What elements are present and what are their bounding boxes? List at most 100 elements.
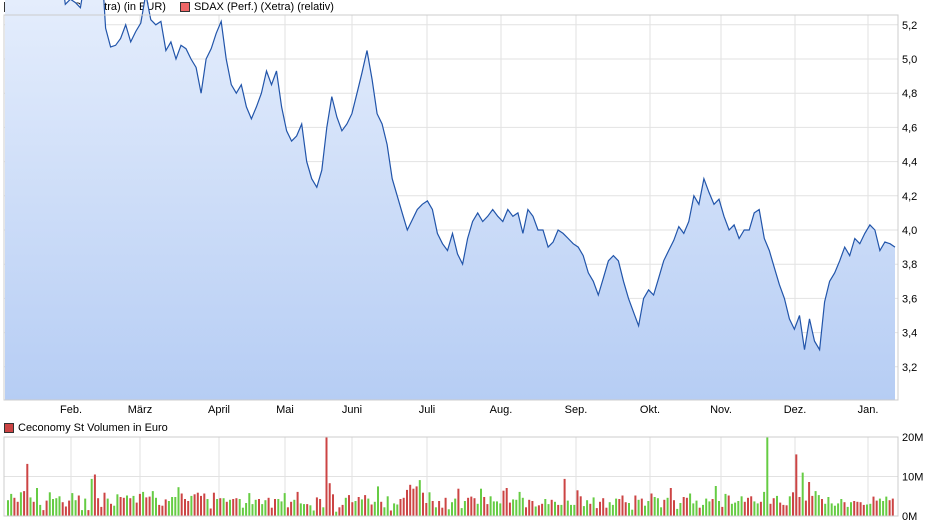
volume-bar [698,507,701,516]
volume-bar [383,507,386,516]
x-tick-label: Aug. [490,404,513,416]
volume-bar [48,492,51,516]
volume-bar [238,499,241,516]
volume-bar [853,501,856,516]
volume-bar [158,504,161,516]
volume-bar [338,507,341,516]
volume-bar [753,501,756,516]
volume-bar [402,497,405,516]
volume-bar [891,498,894,516]
volume-bar [460,508,463,516]
volume-bar [399,499,402,516]
volume-bar [290,501,293,516]
volume-bar [39,504,42,516]
volume-bar [882,501,885,516]
volume-bar [634,495,637,516]
volume-bar [866,504,868,516]
legend-index-label: SDAX (Perf.) (Xetra) (relativ) [193,1,334,13]
volume-bar [499,503,502,516]
volume-bar [280,501,283,516]
volume-bar [348,495,350,516]
volume-bar [110,503,112,516]
volume-bar [595,508,598,516]
volume-bar [190,495,193,516]
volume-bar [171,497,174,516]
volume-bars [7,437,894,517]
volume-bar [309,505,312,516]
y-tick-label: 4,6 [902,122,917,134]
volume-bar [830,503,833,516]
volume-bar [875,500,878,516]
volume-bar [377,486,379,516]
volume-bar [431,501,434,516]
volume-bar [135,502,138,516]
volume-bar [248,493,251,516]
volume-bar [274,499,276,516]
volume-bar [515,499,518,516]
volume-bar [113,505,116,516]
volume-bar [451,502,453,516]
volume-bar [859,502,862,516]
volume-bar [492,501,495,516]
volume-bar [483,497,486,516]
volume-bar [454,498,457,516]
price-line[interactable] [5,0,896,352]
volume-bar [782,504,785,516]
volume-bar [804,500,807,516]
volume-bar [283,493,286,516]
legend-item-volume[interactable]: Ceconomy St Volumen in Euro [4,422,168,434]
volume-bar [261,504,264,516]
volume-bar [508,502,511,516]
y-tick-label: 3,6 [902,293,917,305]
volume-bar [489,496,492,517]
volume-bar [615,498,618,516]
volume-bar [434,507,437,516]
volume-plot-frame [3,436,899,517]
volume-bar [579,496,582,517]
volume-bar [740,496,743,517]
volume-bar [380,501,383,516]
volume-bar [299,503,302,516]
volume-bar [872,496,875,516]
volume-bar [814,491,817,516]
volume-bar [235,498,238,516]
volume-bar [245,503,248,516]
volume-bar [389,510,392,516]
volume-bar [534,506,537,516]
y-tick-label: 4,8 [902,88,917,100]
volume-bar [286,507,289,516]
volume-bar [669,488,672,516]
volume-bar [856,501,859,516]
volume-bar [837,503,840,516]
volume-bar [750,496,753,517]
volume-bar [306,504,309,516]
volume-bar [824,503,827,516]
volume-bar [203,493,206,516]
volume-bar [743,501,746,516]
volume-bar [55,498,58,516]
volume-bar [167,501,170,516]
volume-bar [370,504,373,516]
volume-bar [10,493,13,516]
y-tick-label: 5,2 [902,20,917,32]
volume-bar [393,503,396,516]
volume-bar [525,507,527,516]
volume-bar [251,504,254,516]
volume-bar [13,497,16,516]
volume-bar [811,495,814,516]
volume-bar [631,509,634,516]
y-tick-label: 3,8 [902,259,917,271]
volume-bar [409,484,412,516]
volume-bar [77,495,80,516]
volume-bar [303,504,305,516]
volume-bar [23,491,26,516]
volume-bar [367,498,370,516]
volume-bar [695,500,698,516]
legend-item-index[interactable]: SDAX (Perf.) (Xetra) (relativ) [179,1,334,13]
volume-bar [270,507,273,516]
volume-bar [843,502,846,516]
volume-bar [846,506,849,516]
volume-bar [505,488,508,516]
y-tick-label: 5,0 [902,54,917,66]
volume-bar [795,454,798,516]
